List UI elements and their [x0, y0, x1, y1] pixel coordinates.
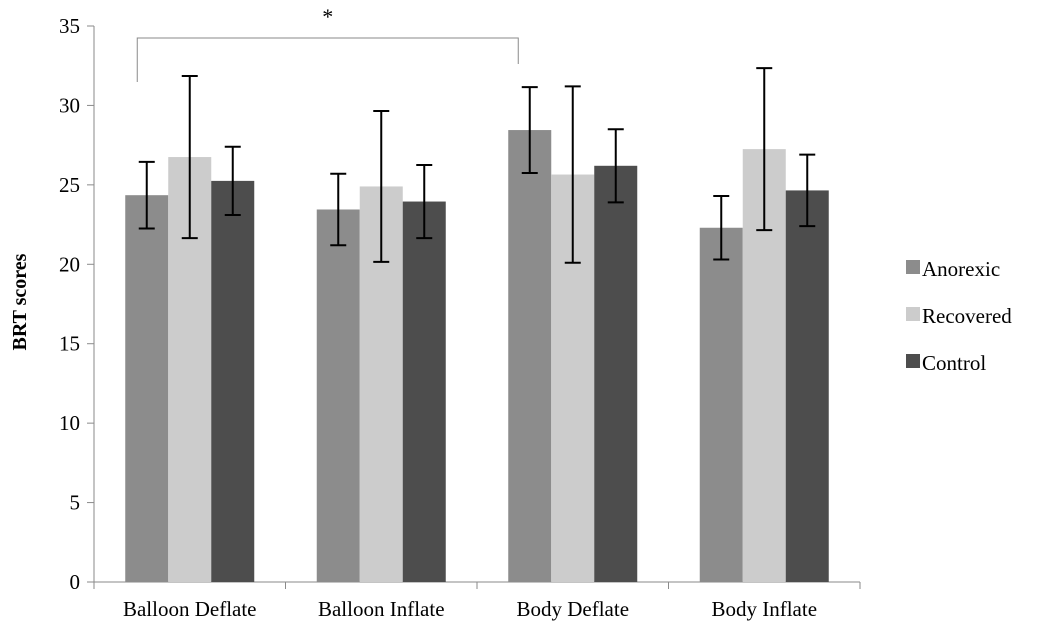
y-tick-label: 25: [59, 173, 80, 197]
legend: Anorexic Recovered Control: [906, 257, 1012, 375]
x-tick-label: Balloon Deflate: [123, 597, 257, 621]
x-tick-label: Body Deflate: [516, 597, 629, 621]
error-bars: [138, 67, 816, 264]
legend-swatch: [906, 307, 920, 321]
y-axis-label: BRT scores: [9, 253, 31, 350]
bars: [125, 130, 829, 583]
y-axis: 0 5 10 15 20 25 30 35: [59, 14, 95, 594]
legend-swatch: [906, 354, 920, 368]
bar: [211, 180, 255, 582]
bar: [316, 209, 360, 583]
bar: [125, 195, 169, 582]
legend-label: Anorexic: [922, 257, 1000, 281]
y-tick-label: 15: [59, 332, 80, 356]
bar: [508, 130, 552, 582]
legend-label: Control: [922, 351, 986, 375]
bar: [699, 227, 743, 582]
y-tick-label: 5: [70, 491, 81, 515]
y-tick-label: 10: [59, 411, 80, 435]
y-tick-label: 35: [59, 14, 80, 38]
x-tick-label: Body Inflate: [711, 597, 817, 621]
bar: [594, 165, 638, 582]
bar: [785, 190, 829, 582]
y-tick-label: 30: [59, 93, 80, 117]
legend-label: Recovered: [922, 304, 1012, 328]
y-tick-label: 20: [59, 252, 80, 276]
significance-star: *: [322, 4, 333, 29]
bar: [402, 201, 446, 582]
significance-bracket: [136, 37, 519, 82]
significance-annotation: *: [136, 4, 519, 82]
x-axis: Balloon Deflate Balloon Inflate Body Defla…: [93, 581, 861, 621]
y-tick-label: 0: [70, 570, 81, 594]
legend-swatch: [906, 260, 920, 274]
x-tick-label: Balloon Inflate: [318, 597, 445, 621]
